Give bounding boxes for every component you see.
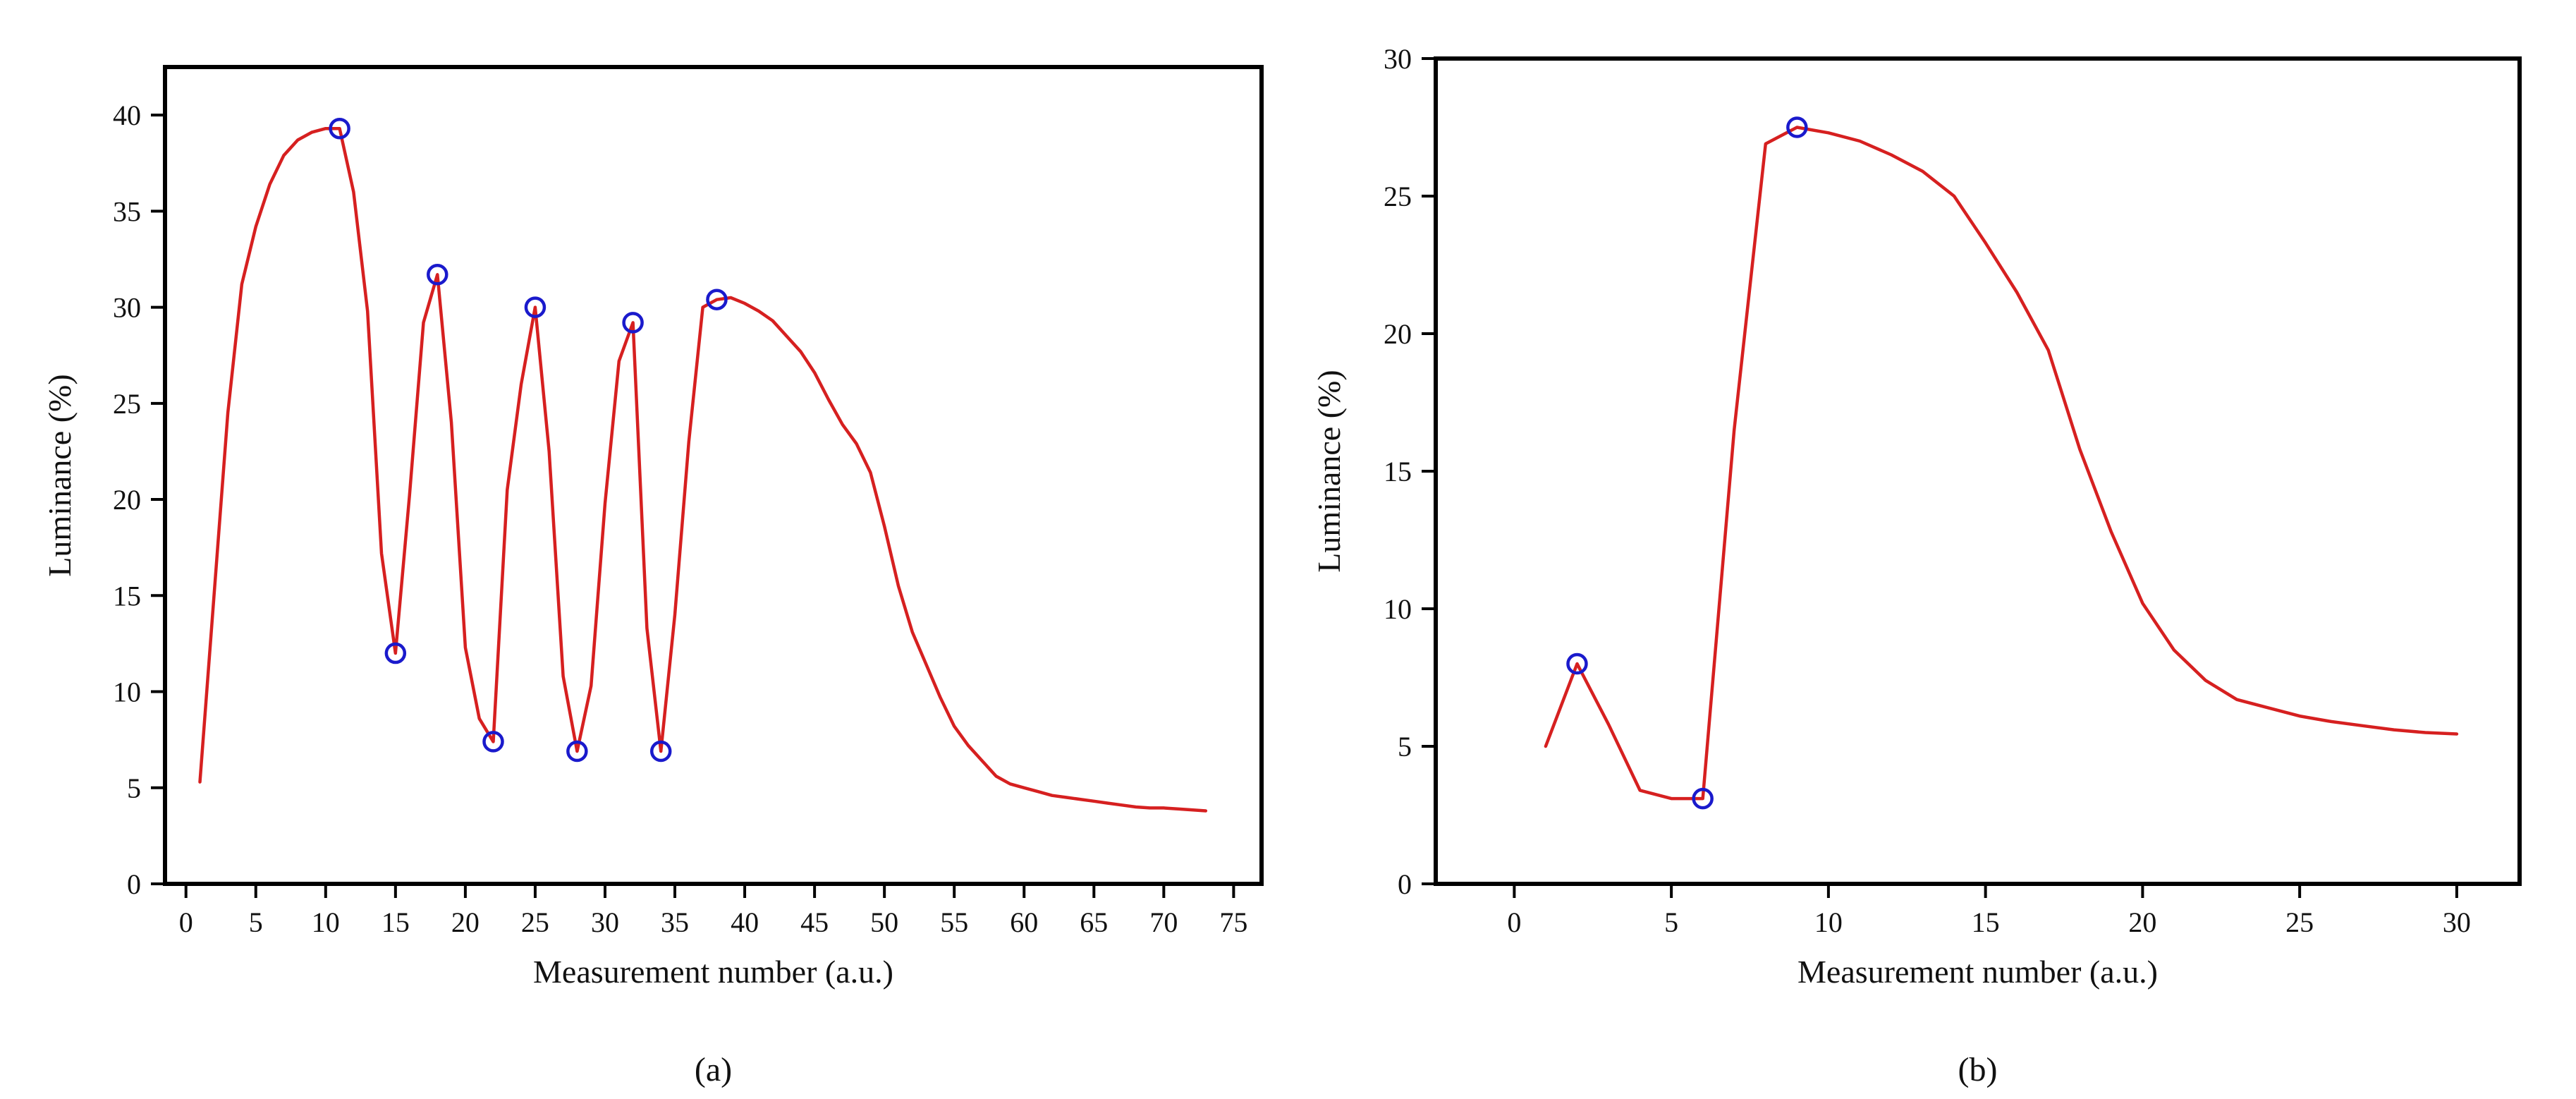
- y-tick-label: 25: [113, 388, 141, 420]
- x-tick-label: 5: [1664, 906, 1678, 938]
- extremum-marker: [649, 740, 672, 763]
- extremum-marker: [524, 296, 547, 318]
- y-tick-label: 5: [127, 772, 141, 804]
- x-axis-title: Measurement number (a.u.): [533, 954, 893, 990]
- x-tick-label: 50: [870, 906, 898, 938]
- extremum-marker: [482, 731, 504, 753]
- y-tick-label: 10: [1384, 593, 1412, 625]
- y-tick-label: 25: [1384, 181, 1412, 212]
- y-tick-label: 10: [113, 676, 141, 708]
- extremum-marker: [427, 264, 448, 286]
- series-line-luminance: [1544, 126, 2459, 801]
- extremum-marker: [1786, 116, 1808, 138]
- x-tick-label: 55: [940, 906, 968, 938]
- x-tick-label: 40: [731, 906, 759, 938]
- series-line-luminance: [198, 126, 1208, 813]
- x-tick-label: 30: [591, 906, 619, 938]
- extremum-marker: [566, 740, 588, 763]
- y-tick-label: 30: [113, 292, 141, 324]
- x-tick-label: 75: [1219, 906, 1247, 938]
- x-tick-label: 5: [249, 906, 263, 938]
- x-tick-label: 30: [2443, 906, 2471, 938]
- x-tick-label: 35: [661, 906, 689, 938]
- chart-panel-a: 0 5 10 15 20 25 30 35 40 45 50 55 60 65 70 75 0 5 10 15 20 25…: [42, 65, 1264, 1088]
- plot-frame: [163, 65, 1264, 886]
- y-tick-label: 35: [113, 195, 141, 227]
- x-tick-label: 25: [521, 906, 549, 938]
- extremum-marker: [329, 117, 350, 140]
- panel-label: (b): [1958, 1051, 1998, 1088]
- y-tick-label: 20: [113, 484, 141, 516]
- extremum-marker: [384, 642, 407, 664]
- x-tick-label: 65: [1080, 906, 1108, 938]
- y-axis-title: Luminance (%): [42, 374, 78, 576]
- x-tick-label: 20: [2128, 906, 2156, 938]
- panel-label: (a): [695, 1051, 732, 1088]
- y-tick-label: 0: [1398, 868, 1412, 900]
- extremum-marker: [706, 289, 728, 310]
- y-tick-label: 15: [1384, 456, 1412, 487]
- x-tick-label: 25: [2285, 906, 2314, 938]
- x-tick-label: 10: [312, 906, 340, 938]
- chart-panel-b: 0 5 10 15 20 25 30 0 5 10 15 20 25 30 Measurement numb…: [1311, 43, 2522, 1088]
- extremum-marker: [622, 312, 644, 334]
- x-tick-label: 45: [800, 906, 829, 938]
- x-tick-label: 10: [1814, 906, 1843, 938]
- x-tick-label: 15: [381, 906, 410, 938]
- y-tick-label: 0: [127, 868, 141, 900]
- x-tick-label: 70: [1149, 906, 1178, 938]
- x-tick-label: 0: [179, 906, 193, 938]
- y-tick-label: 15: [113, 580, 141, 612]
- y-tick-label: 30: [1384, 43, 1412, 75]
- y-tick-label: 5: [1398, 731, 1412, 763]
- y-tick-label: 20: [1384, 318, 1412, 350]
- y-tick-label: 40: [113, 99, 141, 131]
- x-tick-label: 60: [1010, 906, 1038, 938]
- y-axis-title: Luminance (%): [1311, 370, 1347, 572]
- extremum-marker: [1566, 652, 1588, 675]
- x-tick-label: 20: [451, 906, 480, 938]
- extremum-marker: [1692, 787, 1714, 810]
- plot-frame: [1434, 56, 2522, 886]
- x-tick-label: 15: [1972, 906, 2000, 938]
- x-tick-label: 0: [1507, 906, 1521, 938]
- x-axis-title: Measurement number (a.u.): [1797, 954, 2158, 990]
